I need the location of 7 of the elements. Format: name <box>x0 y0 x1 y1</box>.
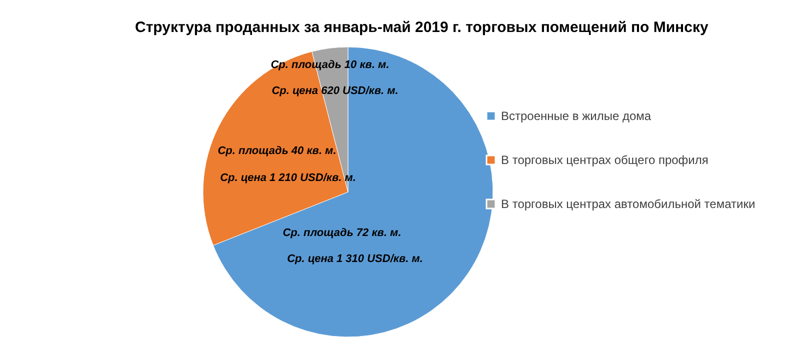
legend-label: В торговых центрах общего профиля <box>501 153 708 167</box>
text: Ср. площадь 72 кв. м. <box>282 227 402 239</box>
legend-label: Встроенные в жилые дома <box>501 109 652 123</box>
text: Ср. цена 1 310 USD/кв. м. <box>287 253 423 265</box>
chart-title: Структура проданных за январь-май 2019 г. торговых помещений по Минску <box>135 19 709 36</box>
text: Ср. площадь 40 кв. м. <box>218 145 336 157</box>
legend-label: В торговых центрах автомобильной тематики <box>501 197 756 211</box>
